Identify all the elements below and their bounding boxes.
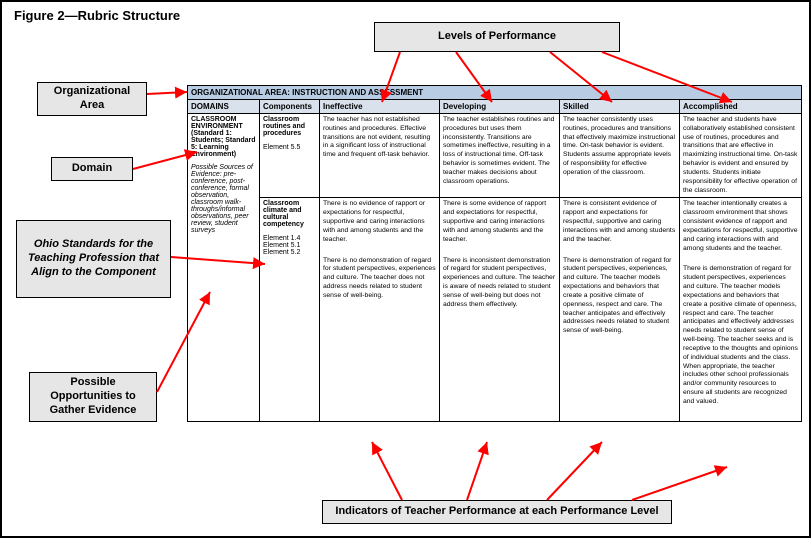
r1-ineffective: The teacher has not established routines… [320, 114, 440, 198]
col-accomplished: Accomplished [680, 100, 802, 114]
r2-skilled-a: There is consistent evidence of rapport … [563, 200, 676, 244]
label-evidence: Possible Opportunities to Gather Evidenc… [29, 372, 157, 422]
r2-skilled-b: There is demonstration of regard for stu… [563, 257, 676, 336]
r2-ineffective-b: There is no demonstration of regard for … [323, 257, 436, 301]
domain-title-text: CLASSROOM ENVIRONMENT (Standard 1: Stude… [191, 116, 256, 158]
domain-evidence-text: Possible Sources of Evidence: pre-confer… [191, 164, 256, 234]
comp1-title: Classroom routines and procedures [263, 116, 316, 137]
col-components: Components [260, 100, 320, 114]
r2-developing-b: There is inconsistent demonstration of r… [443, 257, 556, 310]
figure-title: Figure 2—Rubric Structure [14, 8, 180, 23]
org-area-header: ORGANIZATIONAL AREA: INSTRUCTION AND ASS… [188, 86, 802, 100]
label-domain: Domain [51, 157, 133, 181]
comp2-elements: Element 1.4 Element 5.1 Element 5.2 [263, 235, 300, 256]
r1-developing: The teacher establishes routines and pro… [440, 114, 560, 198]
component-2: Classroom climate and cultural competenc… [260, 198, 320, 421]
r2-accomplished-b: There is demonstration of regard for stu… [683, 265, 798, 406]
label-standards: Ohio Standards for the Teaching Professi… [16, 220, 171, 298]
r1-accomplished: The teacher and students have collaborat… [680, 114, 802, 198]
label-org-area: Organizational Area [37, 82, 147, 116]
comp1-elements: Element 5.5 [263, 144, 300, 151]
col-ineffective: Ineffective [320, 100, 440, 114]
r2-accomplished-a: The teacher intentionally creates a clas… [683, 200, 798, 253]
r2-skilled: There is consistent evidence of rapport … [560, 198, 680, 421]
r2-developing-a: There is some evidence of rapport and ex… [443, 200, 556, 244]
col-skilled: Skilled [560, 100, 680, 114]
r1-skilled: The teacher consistently uses routines, … [560, 114, 680, 198]
r2-accomplished: The teacher intentionally creates a clas… [680, 198, 802, 421]
domain-cell: CLASSROOM ENVIRONMENT (Standard 1: Stude… [188, 114, 260, 422]
rubric-table: ORGANIZATIONAL AREA: INSTRUCTION AND ASS… [187, 85, 802, 422]
component-1: Classroom routines and procedures Elemen… [260, 114, 320, 198]
col-domains: DOMAINS [188, 100, 260, 114]
label-levels: Levels of Performance [374, 22, 620, 52]
label-indicators: Indicators of Teacher Performance at eac… [322, 500, 672, 524]
comp2-title: Classroom climate and cultural competenc… [263, 200, 316, 228]
col-developing: Developing [440, 100, 560, 114]
r2-ineffective-a: There is no evidence of rapport or expec… [323, 200, 436, 244]
r2-ineffective: There is no evidence of rapport or expec… [320, 198, 440, 421]
r2-developing: There is some evidence of rapport and ex… [440, 198, 560, 421]
